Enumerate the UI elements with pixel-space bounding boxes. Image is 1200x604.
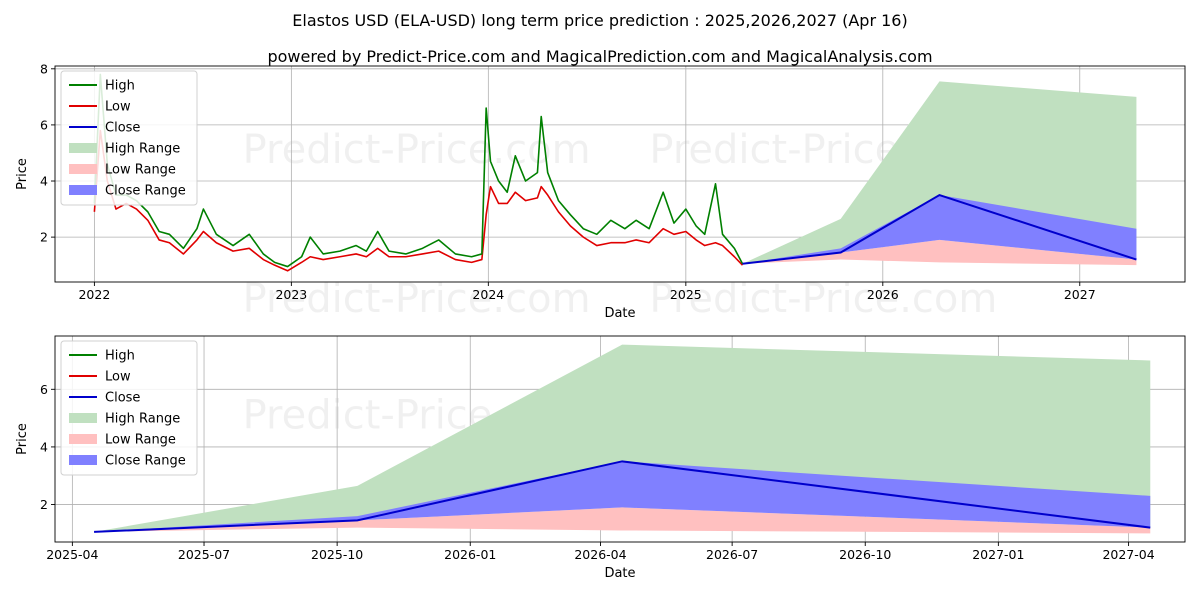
watermark-text: Predict-Price.com [243, 127, 591, 173]
low-range-band [94, 507, 1151, 534]
plot-area [55, 66, 1185, 282]
legend-label-high_range: High Range [105, 142, 180, 157]
y-tick-label: 2 [40, 497, 48, 512]
x-tick-label: 2027-01 [972, 547, 1024, 562]
y-axis-label: Price [15, 423, 30, 455]
x-tick-label: 2026-04 [574, 547, 626, 562]
legend-label-close_range: Close Range [105, 454, 186, 469]
panel-bottom: Predict-Price.comPredict-Price.com2025-0… [15, 335, 1186, 581]
chart-title: Elastos USD (ELA-USD) long term price pr… [292, 11, 907, 30]
x-axis-label: Date [604, 566, 635, 581]
x-tick-label: 2025-10 [311, 547, 363, 562]
x-tick-label: 2022 [78, 287, 110, 302]
legend-label-high: High [105, 79, 135, 94]
high-series-line [93, 73, 744, 268]
legend-label-low: Low [105, 100, 131, 115]
plot-area [55, 336, 1185, 542]
low-range-band [742, 239, 1137, 266]
legend-swatch-high_range [69, 413, 97, 423]
chart-subtitle: powered by Predict-Price.com and Magical… [267, 47, 932, 66]
low-series-line [93, 129, 744, 272]
legend-label-close: Close [105, 121, 140, 136]
close-series-line [94, 460, 1151, 533]
legend-label-high_range: High Range [105, 412, 180, 427]
watermark-text: Predict-Price.com [243, 276, 591, 322]
close-range-band [742, 195, 1137, 264]
x-tick-label: 2025-04 [46, 547, 98, 562]
legend-label-low_range: Low Range [105, 163, 176, 178]
x-tick-label: 2027 [1064, 287, 1096, 302]
legend-swatch-close_range [69, 455, 97, 465]
y-tick-label: 2 [40, 230, 48, 245]
x-tick-label: 2024 [472, 287, 504, 302]
legend-label-low_range: Low Range [105, 433, 176, 448]
legend: High Low Close High Range Low Range Close Ran… [60, 340, 198, 476]
x-tick-label: 2027-04 [1102, 547, 1154, 562]
x-axis-label: Date [604, 306, 635, 321]
y-tick-label: 4 [40, 174, 48, 189]
legend-swatch-close_range [69, 185, 97, 195]
legend-swatch-low_range [69, 434, 97, 444]
x-tick-label: 2026-10 [839, 547, 891, 562]
x-tick-label: 2026 [867, 287, 899, 302]
x-tick-label: 2026-01 [444, 547, 496, 562]
x-tick-label: 2025 [670, 287, 702, 302]
axes-frame [54, 65, 1186, 283]
y-tick-label: 8 [40, 61, 48, 76]
y-axis-label: Price [15, 158, 30, 190]
legend-label-close: Close [105, 391, 140, 406]
x-tick-label: 2026-07 [706, 547, 758, 562]
close-series-line [742, 193, 1137, 265]
panel-top: Predict-Price.com Predict-Price.com Predic… [15, 61, 1186, 322]
legend: High Low Close High Range Low Range Close Ran… [60, 70, 198, 206]
y-tick-label: 6 [40, 117, 48, 132]
y-tick-label: 6 [40, 382, 48, 397]
legend-label-high: High [105, 349, 135, 364]
close-range-band [94, 461, 1151, 532]
legend-label-close_range: Close Range [105, 184, 186, 199]
watermark-text: Predict-Price.com [649, 276, 997, 322]
y-tick-label: 4 [40, 439, 48, 454]
axes-frame [54, 335, 1186, 543]
x-tick-label: 2025-07 [178, 547, 230, 562]
legend-label-low: Low [105, 370, 131, 385]
legend-swatch-high_range [69, 143, 97, 153]
legend-swatch-low_range [69, 164, 97, 174]
x-tick-label: 2023 [275, 287, 307, 302]
